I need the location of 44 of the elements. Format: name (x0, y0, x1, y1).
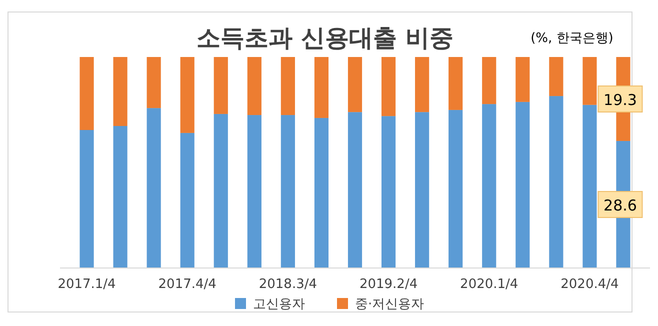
bar (381, 57, 396, 116)
bar (549, 57, 564, 96)
bar (582, 104, 597, 268)
x-tick-label: 2020.1/4 (460, 277, 518, 292)
bar (482, 57, 496, 104)
chart-subtitle: (%, 한국은행) (530, 31, 614, 46)
bar (314, 118, 329, 268)
bar (180, 132, 194, 268)
bar (415, 57, 430, 112)
bar (314, 57, 329, 118)
bar (516, 102, 530, 268)
bar (180, 57, 194, 133)
bar (415, 112, 430, 268)
bar (214, 57, 228, 114)
bar (280, 115, 295, 268)
legend-label: 중·저신용자 (355, 297, 424, 312)
chart-title: 소득초과 신용대출 비중 (196, 24, 454, 52)
bar (348, 112, 362, 268)
bar (348, 57, 362, 112)
x-tick-label: 2018.3/4 (258, 277, 318, 292)
bar (247, 115, 262, 268)
bar (80, 130, 94, 268)
x-tick-label: 2019.2/4 (359, 277, 418, 292)
bar (80, 57, 94, 130)
bar (146, 57, 161, 108)
bar (448, 110, 463, 268)
bar (381, 116, 396, 268)
annotation: 19.3 (604, 90, 637, 109)
legend-label: 고신용자 (253, 297, 305, 312)
bar (113, 57, 128, 126)
bar (214, 114, 228, 268)
bar (516, 57, 530, 102)
annotation: 28.6 (604, 196, 637, 214)
x-tick-label: 2017.4/4 (158, 277, 216, 292)
bar (280, 57, 295, 116)
bar (549, 96, 564, 268)
x-tick-label: 2020.4/4 (560, 277, 619, 292)
x-tick-label: 2017.1/4 (58, 277, 116, 292)
bar (448, 57, 463, 110)
bar (146, 108, 161, 268)
bar (582, 57, 597, 105)
bar (113, 126, 128, 268)
bar (247, 57, 262, 116)
bar (482, 104, 496, 268)
